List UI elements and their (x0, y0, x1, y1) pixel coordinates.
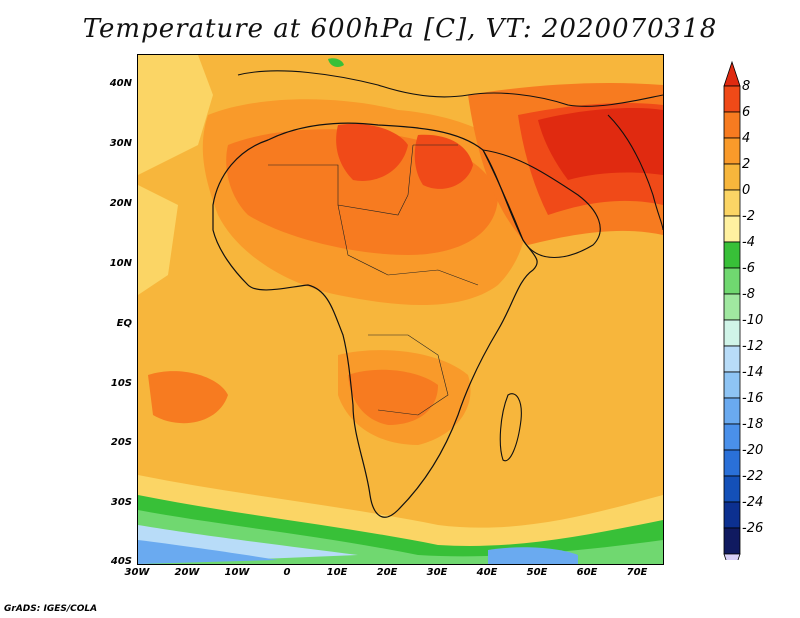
colorbar-label-m20: -20 (742, 443, 764, 458)
colorbar-label-2: 2 (742, 157, 751, 172)
colorbar-box (723, 449, 741, 477)
lon-label-20w: 20W (174, 567, 200, 578)
lon-label-10w: 10W (224, 567, 250, 578)
colorbar-box (723, 267, 741, 295)
lon-label-60e: 60E (576, 567, 598, 578)
temperature-field (138, 55, 663, 564)
lon-label-30e: 30E (426, 567, 448, 578)
temperature-map (137, 54, 664, 565)
lat-label-40n: 40N (109, 78, 132, 89)
colorbar-box (723, 137, 741, 165)
europe-coastline (237, 70, 663, 107)
colorbar-label-6: 6 (742, 105, 751, 120)
colorbar-box (723, 501, 741, 529)
colorbar-box (723, 423, 741, 451)
colorbar-box (723, 293, 741, 321)
field-blue-south-indian (488, 547, 578, 564)
lat-label-30s: 30S (110, 497, 132, 508)
field-hot-libya (336, 123, 408, 181)
africa-coastline (212, 122, 538, 518)
field-warm-south-atlantic (148, 371, 228, 424)
lon-label-70e: 70E (626, 567, 648, 578)
field-cool-northwest (138, 55, 213, 175)
colorbar-label-m6: -6 (742, 261, 755, 276)
border-lines-4 (407, 144, 458, 196)
field-hot-egypt (414, 134, 473, 189)
lon-label-50e: 50E (526, 567, 548, 578)
lat-label-40s: 40S (110, 556, 132, 567)
colorbar-label-m10: -10 (742, 313, 764, 328)
field-green-alps (328, 58, 344, 67)
lat-label-10s: 10S (110, 378, 132, 389)
arabia-coastline (482, 149, 601, 259)
grads-credit: GrADS: IGES/COLA (4, 604, 98, 614)
border-lines-2 (337, 204, 479, 286)
colorbar-box (723, 189, 741, 217)
map-title: Temperature at 600hPa [C], VT: 202007031… (82, 14, 718, 44)
colorbar-label-m8: -8 (742, 287, 755, 302)
colorbar-top-triangle (723, 60, 741, 87)
colorbar-bottom-triangle (723, 553, 741, 560)
colorbar-box (723, 111, 741, 139)
colorbar-label-m2: -2 (742, 209, 755, 224)
lon-label-40e: 40E (476, 567, 498, 578)
colorbar-box (723, 163, 741, 191)
lat-label-20s: 20S (110, 437, 132, 448)
colorbar (723, 60, 741, 560)
border-lines-3 (368, 334, 449, 416)
lon-label-30w: 30W (124, 567, 150, 578)
colorbar-label-m16: -16 (742, 391, 764, 406)
colorbar-box (723, 527, 741, 555)
lat-label-eq: EQ (116, 318, 132, 329)
colorbar-label-4: 4 (742, 131, 751, 146)
colorbar-label-m26: -26 (742, 521, 764, 536)
colorbar-box (723, 397, 741, 425)
colorbar-label-m4: -4 (742, 235, 755, 250)
colorbar-box (723, 371, 741, 399)
colorbar-label-m22: -22 (742, 469, 764, 484)
field-max-iran (538, 108, 663, 180)
colorbar-label-8: 8 (742, 79, 751, 94)
field-cool-west (138, 185, 178, 295)
lat-label-10n: 10N (109, 258, 132, 269)
colorbar-box (723, 215, 741, 243)
madagascar-coastline (499, 393, 522, 462)
colorbar-box (723, 319, 741, 347)
colorbar-box (723, 85, 741, 113)
colorbar-label-m12: -12 (742, 339, 764, 354)
colorbar-box (723, 241, 741, 269)
field-warm-angola (348, 369, 438, 425)
lat-label-30n: 30N (109, 138, 132, 149)
colorbar-label-m18: -18 (742, 417, 764, 432)
india-coastline (607, 114, 663, 231)
colorbar-box (723, 345, 741, 373)
lon-label-20e: 20E (376, 567, 398, 578)
lon-label-0: 0 (283, 567, 291, 578)
colorbar-label-0: 0 (742, 183, 751, 198)
colorbar-boxes (723, 60, 741, 560)
lat-label-20n: 20N (109, 198, 132, 209)
colorbar-box (723, 475, 741, 503)
lon-label-10e: 10E (326, 567, 348, 578)
colorbar-label-m14: -14 (742, 365, 764, 380)
field-blue-southwest (138, 540, 278, 564)
colorbar-label-m24: -24 (742, 495, 764, 510)
